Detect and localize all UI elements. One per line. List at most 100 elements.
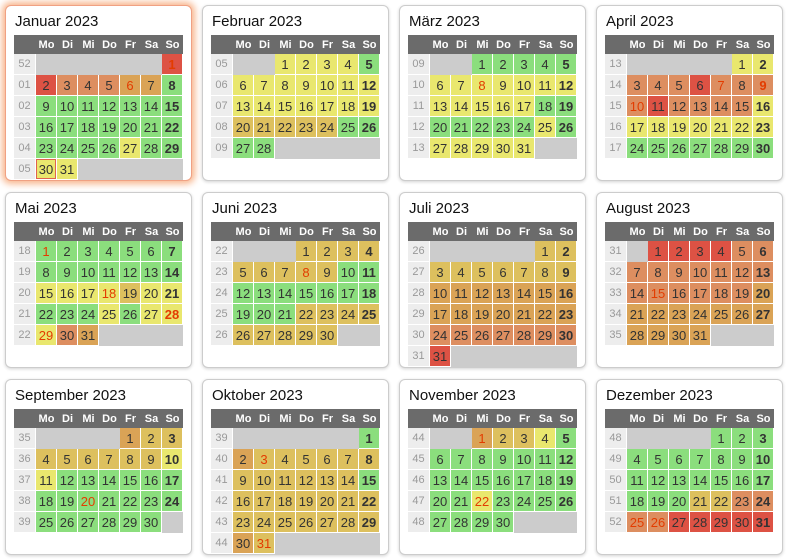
- day-cell[interactable]: 20: [753, 283, 774, 304]
- day-cell[interactable]: 26: [472, 325, 493, 346]
- day-cell[interactable]: 26: [556, 491, 577, 512]
- day-cell[interactable]: 27: [430, 512, 451, 533]
- day-cell[interactable]: 30: [753, 138, 774, 159]
- day-cell[interactable]: 8: [36, 262, 57, 283]
- day-cell[interactable]: 21: [627, 304, 648, 325]
- day-cell[interactable]: 25: [36, 512, 57, 533]
- day-cell[interactable]: 14: [451, 470, 472, 491]
- day-cell[interactable]: 5: [296, 449, 317, 470]
- day-cell[interactable]: 30: [732, 512, 753, 533]
- day-cell[interactable]: 19: [732, 283, 753, 304]
- day-cell[interactable]: 1: [535, 241, 556, 262]
- day-cell[interactable]: 13: [317, 470, 338, 491]
- day-cell[interactable]: 29: [648, 325, 669, 346]
- day-cell[interactable]: 8: [648, 262, 669, 283]
- day-cell[interactable]: 23: [753, 117, 774, 138]
- day-cell[interactable]: 12: [99, 96, 120, 117]
- day-cell[interactable]: 24: [514, 117, 535, 138]
- day-cell[interactable]: 29: [472, 138, 493, 159]
- day-cell[interactable]: 10: [690, 262, 711, 283]
- day-cell[interactable]: 7: [338, 449, 359, 470]
- day-cell[interactable]: 1: [275, 54, 296, 75]
- day-cell[interactable]: 15: [648, 283, 669, 304]
- day-cell[interactable]: 28: [254, 138, 275, 159]
- day-cell[interactable]: 15: [275, 96, 296, 117]
- day-cell[interactable]: 17: [338, 283, 359, 304]
- day-cell[interactable]: 7: [711, 75, 732, 96]
- day-cell[interactable]: 30: [141, 512, 162, 533]
- day-cell[interactable]: 6: [254, 262, 275, 283]
- day-cell[interactable]: 2: [753, 54, 774, 75]
- day-cell[interactable]: 11: [451, 283, 472, 304]
- day-cell[interactable]: 29: [162, 138, 183, 159]
- day-cell[interactable]: 16: [493, 96, 514, 117]
- day-cell[interactable]: 9: [141, 449, 162, 470]
- day-cell[interactable]: 3: [57, 75, 78, 96]
- day-cell[interactable]: 4: [99, 241, 120, 262]
- day-cell[interactable]: 20: [430, 117, 451, 138]
- day-cell[interactable]: 22: [732, 117, 753, 138]
- day-cell[interactable]: 12: [669, 96, 690, 117]
- day-cell[interactable]: 1: [36, 241, 57, 262]
- day-cell[interactable]: 6: [78, 449, 99, 470]
- day-cell[interactable]: 11: [711, 262, 732, 283]
- day-cell[interactable]: 21: [254, 117, 275, 138]
- day-cell[interactable]: 3: [338, 241, 359, 262]
- day-cell[interactable]: 16: [732, 470, 753, 491]
- day-cell[interactable]: 28: [451, 512, 472, 533]
- day-cell[interactable]: 15: [359, 470, 380, 491]
- day-cell[interactable]: 8: [711, 449, 732, 470]
- day-cell[interactable]: 8: [275, 75, 296, 96]
- day-cell[interactable]: 5: [669, 75, 690, 96]
- day-cell[interactable]: 12: [648, 470, 669, 491]
- day-cell[interactable]: 22: [359, 491, 380, 512]
- day-cell[interactable]: 26: [648, 512, 669, 533]
- day-cell[interactable]: 30: [36, 159, 57, 180]
- day-cell[interactable]: 31: [430, 346, 451, 367]
- day-cell[interactable]: 26: [233, 325, 254, 346]
- day-cell[interactable]: 18: [627, 491, 648, 512]
- day-cell[interactable]: 2: [317, 241, 338, 262]
- day-cell[interactable]: 3: [317, 54, 338, 75]
- day-cell[interactable]: 22: [120, 491, 141, 512]
- day-cell[interactable]: 10: [254, 470, 275, 491]
- day-cell[interactable]: 5: [233, 262, 254, 283]
- day-cell[interactable]: 20: [120, 117, 141, 138]
- day-cell[interactable]: 7: [451, 75, 472, 96]
- day-cell[interactable]: 29: [472, 512, 493, 533]
- day-cell[interactable]: 21: [338, 491, 359, 512]
- day-cell[interactable]: 13: [254, 283, 275, 304]
- day-cell[interactable]: 22: [472, 491, 493, 512]
- day-cell[interactable]: 21: [514, 304, 535, 325]
- day-cell[interactable]: 19: [233, 304, 254, 325]
- day-cell[interactable]: 18: [275, 491, 296, 512]
- day-cell[interactable]: 11: [78, 96, 99, 117]
- day-cell[interactable]: 14: [690, 470, 711, 491]
- day-cell[interactable]: 23: [233, 512, 254, 533]
- day-cell[interactable]: 20: [141, 283, 162, 304]
- day-cell[interactable]: 16: [753, 96, 774, 117]
- day-cell[interactable]: 8: [120, 449, 141, 470]
- day-cell[interactable]: 20: [690, 117, 711, 138]
- day-cell[interactable]: 17: [753, 470, 774, 491]
- day-cell[interactable]: 13: [753, 262, 774, 283]
- day-cell[interactable]: 7: [141, 75, 162, 96]
- day-cell[interactable]: 12: [359, 75, 380, 96]
- day-cell[interactable]: 13: [430, 470, 451, 491]
- day-cell[interactable]: 22: [36, 304, 57, 325]
- day-cell[interactable]: 10: [514, 75, 535, 96]
- day-cell[interactable]: 8: [472, 449, 493, 470]
- day-cell[interactable]: 8: [162, 75, 183, 96]
- day-cell[interactable]: 24: [514, 491, 535, 512]
- day-cell[interactable]: 13: [120, 96, 141, 117]
- day-cell[interactable]: 22: [162, 117, 183, 138]
- day-cell[interactable]: 19: [648, 491, 669, 512]
- day-cell[interactable]: 25: [78, 138, 99, 159]
- day-cell[interactable]: 27: [669, 512, 690, 533]
- day-cell[interactable]: 3: [430, 262, 451, 283]
- day-cell[interactable]: 1: [648, 241, 669, 262]
- day-cell[interactable]: 16: [669, 283, 690, 304]
- day-cell[interactable]: 23: [141, 491, 162, 512]
- day-cell[interactable]: 14: [627, 283, 648, 304]
- day-cell[interactable]: 2: [493, 54, 514, 75]
